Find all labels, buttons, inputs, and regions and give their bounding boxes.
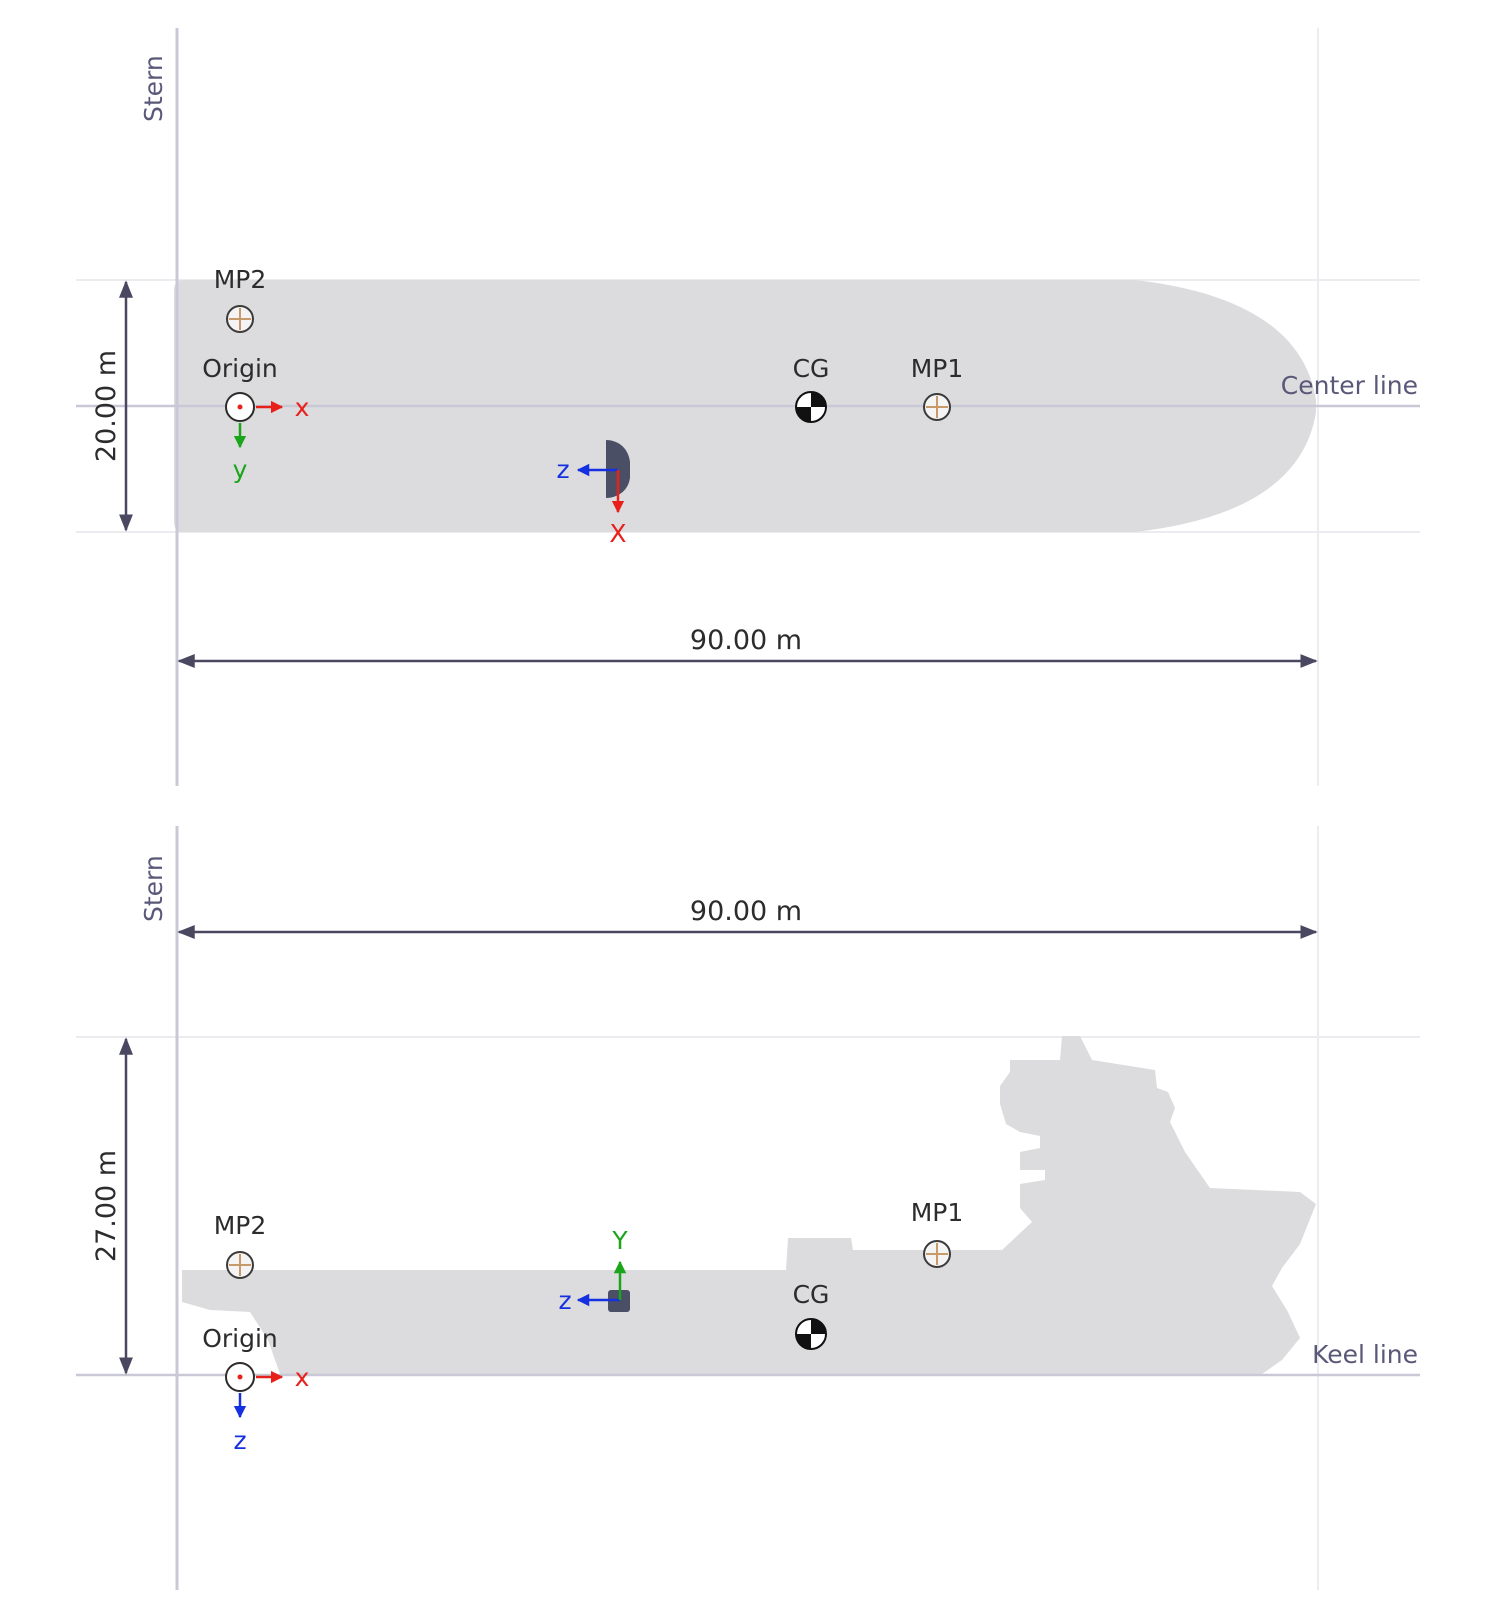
cg-label: CG: [793, 354, 830, 383]
mp1-label: MP1: [911, 1198, 964, 1227]
center-line-label: Center line: [1281, 371, 1418, 400]
origin-label: Origin: [202, 1324, 278, 1353]
origin-y-axis-label: y: [233, 455, 248, 484]
top-view: Stern Center line 20.00 m 90.00 m MP2 Or…: [76, 28, 1420, 786]
origin-marker-icon: [225, 1362, 255, 1392]
origin-x-axis-label: x: [295, 393, 310, 422]
cg-label: CG: [793, 1280, 830, 1309]
length-dimension-label: 90.00 m: [690, 896, 802, 927]
thruster-z-axis-label: z: [556, 455, 569, 484]
mp1-label: MP1: [911, 354, 964, 383]
height-dimension-label: 27.00 m: [91, 1150, 122, 1262]
stern-label: Stern: [139, 55, 168, 122]
cg-marker-icon: [795, 1318, 827, 1350]
thruster-x-axis-label: X: [609, 519, 626, 548]
origin-label: Origin: [202, 354, 278, 383]
cg-marker-icon: [795, 391, 827, 423]
thruster-y-axis-label: Y: [611, 1226, 628, 1255]
keel-line-label: Keel line: [1312, 1340, 1418, 1369]
width-dimension-label: 20.00 m: [91, 350, 122, 462]
mp2-label: MP2: [214, 265, 267, 294]
origin-marker-icon: [225, 392, 255, 422]
length-dimension-label: 90.00 m: [690, 625, 802, 656]
hull-profile-shape: [182, 1036, 1316, 1374]
side-view: Stern Keel line 90.00 m 27.00 m MP2 Orig…: [76, 826, 1420, 1590]
stern-label: Stern: [139, 855, 168, 922]
mp1-marker-icon: [923, 1240, 951, 1268]
mp2-marker-icon: [226, 1251, 254, 1279]
origin-x-axis-label: x: [295, 1363, 310, 1392]
mp2-marker-icon: [226, 305, 254, 333]
origin-z-axis-label: z: [233, 1426, 246, 1455]
mp1-marker-icon: [923, 393, 951, 421]
mp2-label: MP2: [214, 1211, 267, 1240]
thruster-z-axis-label: z: [558, 1286, 571, 1315]
